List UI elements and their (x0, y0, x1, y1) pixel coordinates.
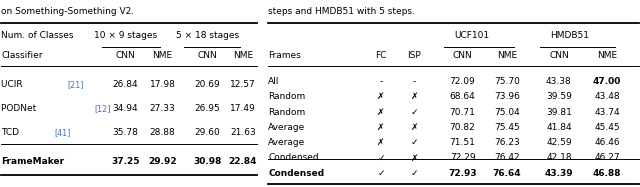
Text: 71.51: 71.51 (450, 138, 476, 147)
Text: 35.78: 35.78 (113, 128, 138, 137)
Text: NME: NME (152, 51, 172, 60)
Text: HMDB51: HMDB51 (550, 31, 589, 40)
Text: Frames: Frames (268, 51, 301, 60)
Text: ✗: ✗ (378, 108, 385, 117)
Text: CNN: CNN (115, 51, 135, 60)
Text: ✓: ✓ (378, 169, 385, 178)
Text: 75.04: 75.04 (494, 108, 520, 117)
Text: CNN: CNN (452, 51, 472, 60)
Text: 42.59: 42.59 (546, 138, 572, 147)
Text: ✗: ✗ (411, 154, 418, 163)
Text: 17.49: 17.49 (230, 104, 256, 113)
Text: 34.94: 34.94 (113, 104, 138, 113)
Text: 21.63: 21.63 (230, 128, 256, 137)
Text: FC: FC (376, 51, 387, 60)
Text: PODNet: PODNet (1, 104, 40, 113)
Text: UCIR: UCIR (1, 80, 26, 89)
Text: 17.98: 17.98 (150, 80, 175, 89)
Text: 70.82: 70.82 (450, 123, 476, 132)
Text: UCF101: UCF101 (454, 31, 490, 40)
Text: ✓: ✓ (378, 154, 385, 163)
Text: 43.38: 43.38 (546, 77, 572, 86)
Text: [21]: [21] (68, 80, 84, 89)
Text: 5 × 18 stages: 5 × 18 stages (175, 31, 239, 40)
Text: [12]: [12] (95, 104, 111, 113)
Text: 45.45: 45.45 (595, 123, 620, 132)
Text: 30.98: 30.98 (193, 157, 221, 166)
Text: 46.46: 46.46 (595, 138, 620, 147)
Text: 43.48: 43.48 (595, 92, 620, 101)
Text: CNN: CNN (549, 51, 569, 60)
Text: ✓: ✓ (411, 138, 418, 147)
Text: 27.33: 27.33 (150, 104, 175, 113)
Text: ISP: ISP (408, 51, 421, 60)
Text: ✓: ✓ (411, 169, 418, 178)
Text: Num. of Classes: Num. of Classes (1, 31, 74, 40)
Text: 10 × 9 stages: 10 × 9 stages (95, 31, 157, 40)
Text: 70.71: 70.71 (450, 108, 476, 117)
Text: 76.64: 76.64 (493, 169, 522, 178)
Text: 75.70: 75.70 (494, 77, 520, 86)
Text: 76.42: 76.42 (494, 154, 520, 163)
Text: NME: NME (497, 51, 517, 60)
Text: [41]: [41] (54, 128, 71, 137)
Text: 29.92: 29.92 (148, 157, 177, 166)
Text: 72.09: 72.09 (450, 77, 476, 86)
Text: 68.64: 68.64 (450, 92, 476, 101)
Text: 46.27: 46.27 (595, 154, 620, 163)
Text: 20.69: 20.69 (195, 80, 220, 89)
Text: -: - (413, 77, 416, 86)
Text: 26.95: 26.95 (195, 104, 220, 113)
Text: Random: Random (268, 108, 305, 117)
Text: ✗: ✗ (378, 92, 385, 101)
Text: TCD: TCD (1, 128, 22, 137)
Text: Classifier: Classifier (1, 51, 43, 60)
Text: 41.84: 41.84 (546, 123, 572, 132)
Text: 42.18: 42.18 (546, 154, 572, 163)
Text: 47.00: 47.00 (593, 77, 621, 86)
Text: Average: Average (268, 138, 305, 147)
Text: ✗: ✗ (378, 123, 385, 132)
Text: -: - (380, 77, 383, 86)
Text: 39.81: 39.81 (546, 108, 572, 117)
Text: FrameMaker: FrameMaker (1, 157, 65, 166)
Text: NME: NME (597, 51, 617, 60)
Text: NME: NME (233, 51, 253, 60)
Text: 39.59: 39.59 (546, 92, 572, 101)
Text: 22.84: 22.84 (228, 157, 257, 166)
Text: 26.84: 26.84 (113, 80, 138, 89)
Text: 12.57: 12.57 (230, 80, 256, 89)
Text: All: All (268, 77, 280, 86)
Text: 73.96: 73.96 (494, 92, 520, 101)
Text: ✓: ✓ (411, 108, 418, 117)
Text: 72.29: 72.29 (450, 154, 476, 163)
Text: ✗: ✗ (378, 138, 385, 147)
Text: steps and HMDB51 with 5 steps.: steps and HMDB51 with 5 steps. (268, 7, 415, 16)
Text: 37.25: 37.25 (111, 157, 140, 166)
Text: 43.74: 43.74 (595, 108, 620, 117)
Text: 75.45: 75.45 (494, 123, 520, 132)
Text: Average: Average (268, 123, 305, 132)
Text: ✗: ✗ (411, 123, 418, 132)
Text: Condensed: Condensed (268, 154, 319, 163)
Text: 29.60: 29.60 (195, 128, 220, 137)
Text: 72.93: 72.93 (448, 169, 477, 178)
Text: 76.23: 76.23 (494, 138, 520, 147)
Text: ✗: ✗ (411, 92, 418, 101)
Text: 46.88: 46.88 (593, 169, 621, 178)
Text: 28.88: 28.88 (150, 128, 175, 137)
Text: 43.39: 43.39 (545, 169, 573, 178)
Text: on Something-Something V2.: on Something-Something V2. (1, 7, 134, 16)
Text: CNN: CNN (197, 51, 217, 60)
Text: Random: Random (268, 92, 305, 101)
Text: Condensed: Condensed (268, 169, 324, 178)
